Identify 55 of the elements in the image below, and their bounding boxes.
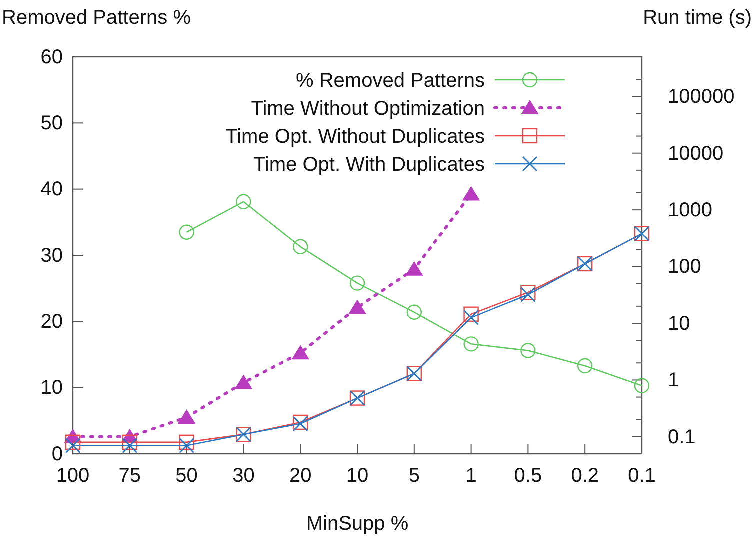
point: [520, 343, 536, 358]
point: [292, 346, 310, 360]
point: [406, 262, 423, 276]
point: [65, 438, 81, 454]
x-tick-label: 1: [466, 465, 477, 488]
x-tick-label: 0.1: [628, 465, 656, 488]
point: [464, 336, 479, 352]
x-tick-label: 100: [56, 465, 90, 488]
point: [235, 375, 252, 390]
y2-tick-label: 10: [668, 312, 690, 335]
y2-axis-title: Run time (s): [643, 7, 752, 29]
y2-tick-label: 10000: [668, 142, 724, 165]
y-tick-label: 30: [40, 244, 63, 267]
point: [464, 306, 479, 322]
point: [179, 224, 194, 240]
point: [350, 276, 366, 291]
y-tick-label: 20: [40, 311, 63, 334]
point: [236, 194, 252, 210]
y2-tick-label: 1000: [668, 199, 712, 222]
y2-tick-label: 1: [668, 370, 680, 392]
legend-label: % Removed Patterns: [296, 70, 485, 92]
x-tick-label: 75: [118, 465, 142, 488]
legend-label: Time Opt. Without Duplicates: [226, 126, 485, 148]
x-tick-label: 20: [289, 465, 312, 488]
point: [634, 378, 650, 394]
x-tick-label: 50: [176, 465, 198, 488]
x-axis-title: MinSupp %: [306, 513, 409, 535]
point: [65, 434, 81, 450]
point: [462, 186, 480, 201]
x-tick-label: 0.2: [571, 465, 600, 488]
y-tick-label: 10: [40, 377, 63, 400]
x-tick-label: 5: [408, 465, 420, 488]
legend-label: Time Opt. With Duplicates: [253, 154, 485, 176]
y-tick-label: 60: [40, 46, 63, 68]
point: [578, 358, 593, 374]
y2-tick-label: 100000: [668, 86, 735, 108]
point: [178, 410, 196, 424]
x-tick-label: 0.5: [514, 465, 542, 488]
point: [293, 239, 308, 254]
x-tick-label: 10: [346, 465, 369, 488]
point: [122, 438, 138, 454]
y-tick-label: 40: [40, 178, 63, 201]
point: [179, 438, 194, 454]
legend-label: Time Without Optimization: [251, 98, 485, 120]
point: [406, 304, 422, 320]
y-axis-title: Removed Patterns %: [2, 7, 192, 29]
point: [464, 310, 479, 326]
point: [179, 434, 194, 450]
x-tick-label: 30: [232, 465, 255, 488]
point: [122, 434, 138, 450]
y-tick-label: 0: [52, 443, 63, 466]
y2-tick-label: 100: [668, 256, 702, 278]
point: [349, 300, 366, 314]
y-tick-label: 50: [40, 112, 63, 135]
y2-tick-label: 0.1: [668, 426, 696, 448]
